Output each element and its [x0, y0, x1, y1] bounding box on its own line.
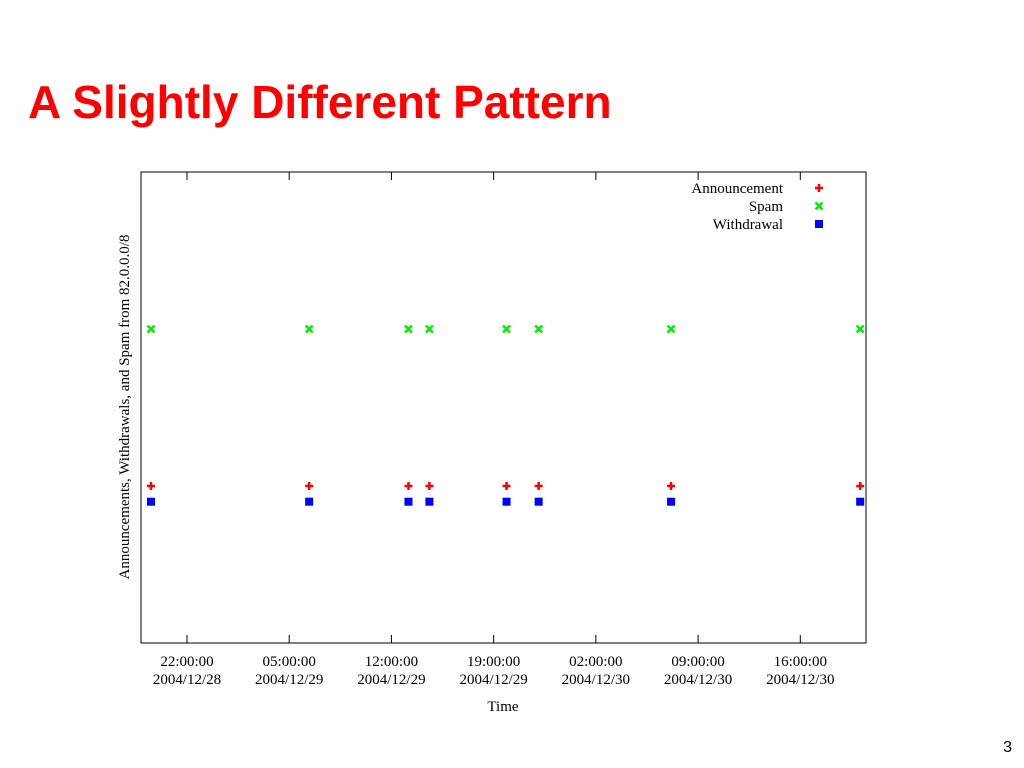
x-tick-label: 16:00:00: [774, 654, 827, 670]
point: [305, 497, 314, 506]
x-tick-label: 2004/12/28: [153, 672, 221, 688]
point: [502, 324, 511, 334]
legend-marker: [815, 220, 823, 228]
legend-label: Announcement: [691, 181, 783, 197]
legend-marker: [815, 184, 823, 192]
point: [856, 497, 865, 506]
point: [146, 324, 156, 334]
point: [502, 497, 511, 506]
x-tick-label: 22:00:00: [160, 654, 213, 670]
point: [146, 482, 155, 490]
x-axis-label: Time: [487, 699, 518, 715]
point: [304, 324, 314, 334]
point: [855, 324, 865, 334]
x-tick-label: 02:00:00: [569, 654, 622, 670]
x-tick-label: 2004/12/29: [459, 672, 527, 688]
y-axis-label: Announcements, Withdrawals, and Spam fro…: [117, 235, 133, 580]
point: [425, 497, 434, 506]
point: [534, 482, 543, 490]
x-tick-label: 2004/12/29: [357, 672, 425, 688]
point: [666, 324, 676, 334]
legend-marker: [814, 201, 824, 211]
x-tick-label: 19:00:00: [467, 654, 520, 670]
x-tick-label: 2004/12/30: [766, 672, 834, 688]
x-tick-label: 2004/12/30: [562, 672, 630, 688]
point: [404, 497, 413, 506]
x-tick-label: 05:00:00: [263, 654, 316, 670]
point: [667, 482, 676, 490]
point: [404, 482, 413, 490]
point: [534, 324, 544, 334]
point: [534, 497, 543, 506]
point: [667, 497, 676, 506]
x-tick-label: 12:00:00: [365, 654, 418, 670]
point: [146, 497, 155, 506]
point: [305, 482, 314, 490]
plot-frame: [140, 171, 867, 644]
x-tick-label: 09:00:00: [671, 654, 724, 670]
x-tick-label: 2004/12/30: [664, 672, 732, 688]
point: [404, 324, 413, 334]
slide-title: A Slightly Different Pattern: [28, 76, 612, 128]
point: [425, 482, 434, 490]
point: [856, 482, 865, 490]
x-tick-label: 2004/12/29: [255, 672, 323, 688]
point: [502, 482, 511, 490]
legend-label: Spam: [749, 199, 784, 215]
point: [425, 324, 434, 334]
legend-label: Withdrawal: [713, 217, 783, 233]
page-number: 3: [1003, 739, 1012, 756]
